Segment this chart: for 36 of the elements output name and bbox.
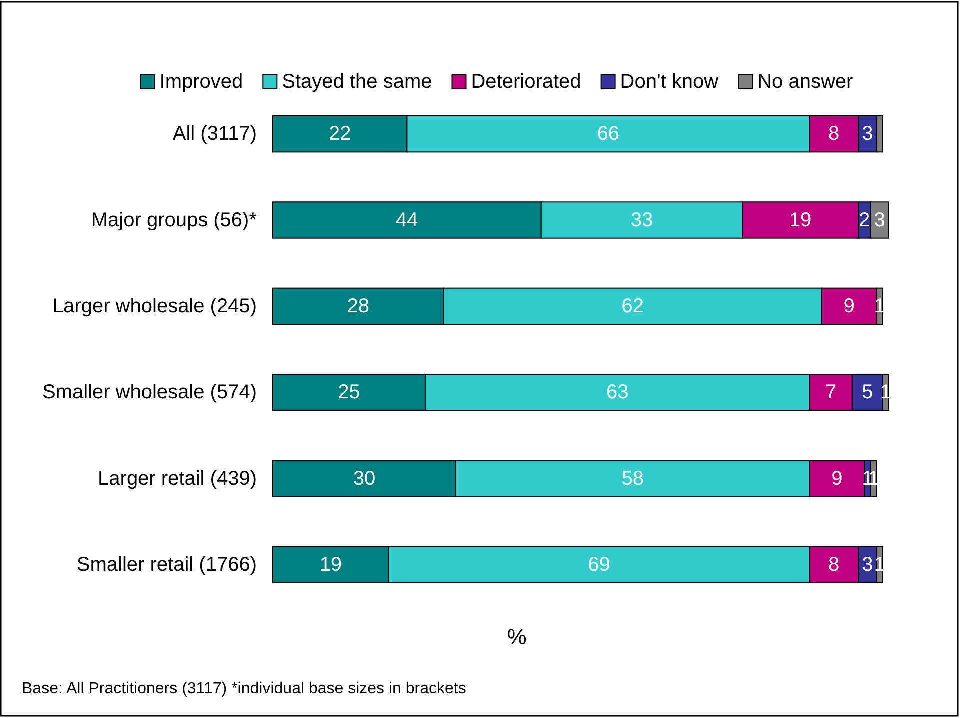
data-label: 30 bbox=[353, 468, 376, 490]
data-label: 66 bbox=[597, 123, 620, 146]
data-label: 2 bbox=[859, 209, 870, 232]
y-tick-label: Larger wholesale (245) bbox=[52, 295, 257, 318]
data-label: 7 bbox=[825, 382, 837, 404]
legend-label: Stayed the same bbox=[282, 71, 432, 93]
y-tick-label: Larger retail (439) bbox=[98, 468, 257, 490]
legend-label: Improved bbox=[160, 71, 244, 93]
y-tick-label: Smaller wholesale (574) bbox=[42, 382, 257, 404]
data-label: 3 bbox=[874, 209, 886, 232]
data-label: 33 bbox=[630, 209, 654, 232]
data-label: 22 bbox=[328, 123, 352, 146]
y-tick-label: Smaller retail (1766) bbox=[76, 554, 257, 576]
legend-label: Don't know bbox=[620, 71, 720, 93]
data-label: 44 bbox=[396, 209, 418, 232]
data-label: 3 bbox=[862, 123, 874, 146]
legend-label: Deteriorated bbox=[471, 71, 582, 93]
data-label: 28 bbox=[347, 295, 370, 318]
data-label: 58 bbox=[622, 468, 644, 490]
data-label: 19 bbox=[789, 209, 812, 232]
data-label: 8 bbox=[828, 123, 840, 146]
data-label: 25 bbox=[338, 382, 360, 404]
data-label: 5 bbox=[862, 382, 874, 404]
data-label: 9 bbox=[844, 295, 855, 318]
data-label: 19 bbox=[320, 554, 342, 576]
text: Base: All Practitioners (3117) *individual base sizes in brackets bbox=[22, 680, 466, 698]
data-label: 69 bbox=[588, 554, 610, 576]
x-axis-title: % bbox=[507, 624, 527, 650]
data-label: 3 bbox=[862, 554, 874, 576]
y-tick-label: All (3117) bbox=[172, 123, 257, 146]
data-label: 63 bbox=[606, 382, 629, 404]
y-tick-label: Major groups (56)* bbox=[91, 209, 258, 232]
data-label: 62 bbox=[622, 295, 644, 318]
data-label: 9 bbox=[832, 468, 843, 490]
data-label: 8 bbox=[828, 554, 840, 576]
legend-label: No answer bbox=[758, 71, 854, 93]
